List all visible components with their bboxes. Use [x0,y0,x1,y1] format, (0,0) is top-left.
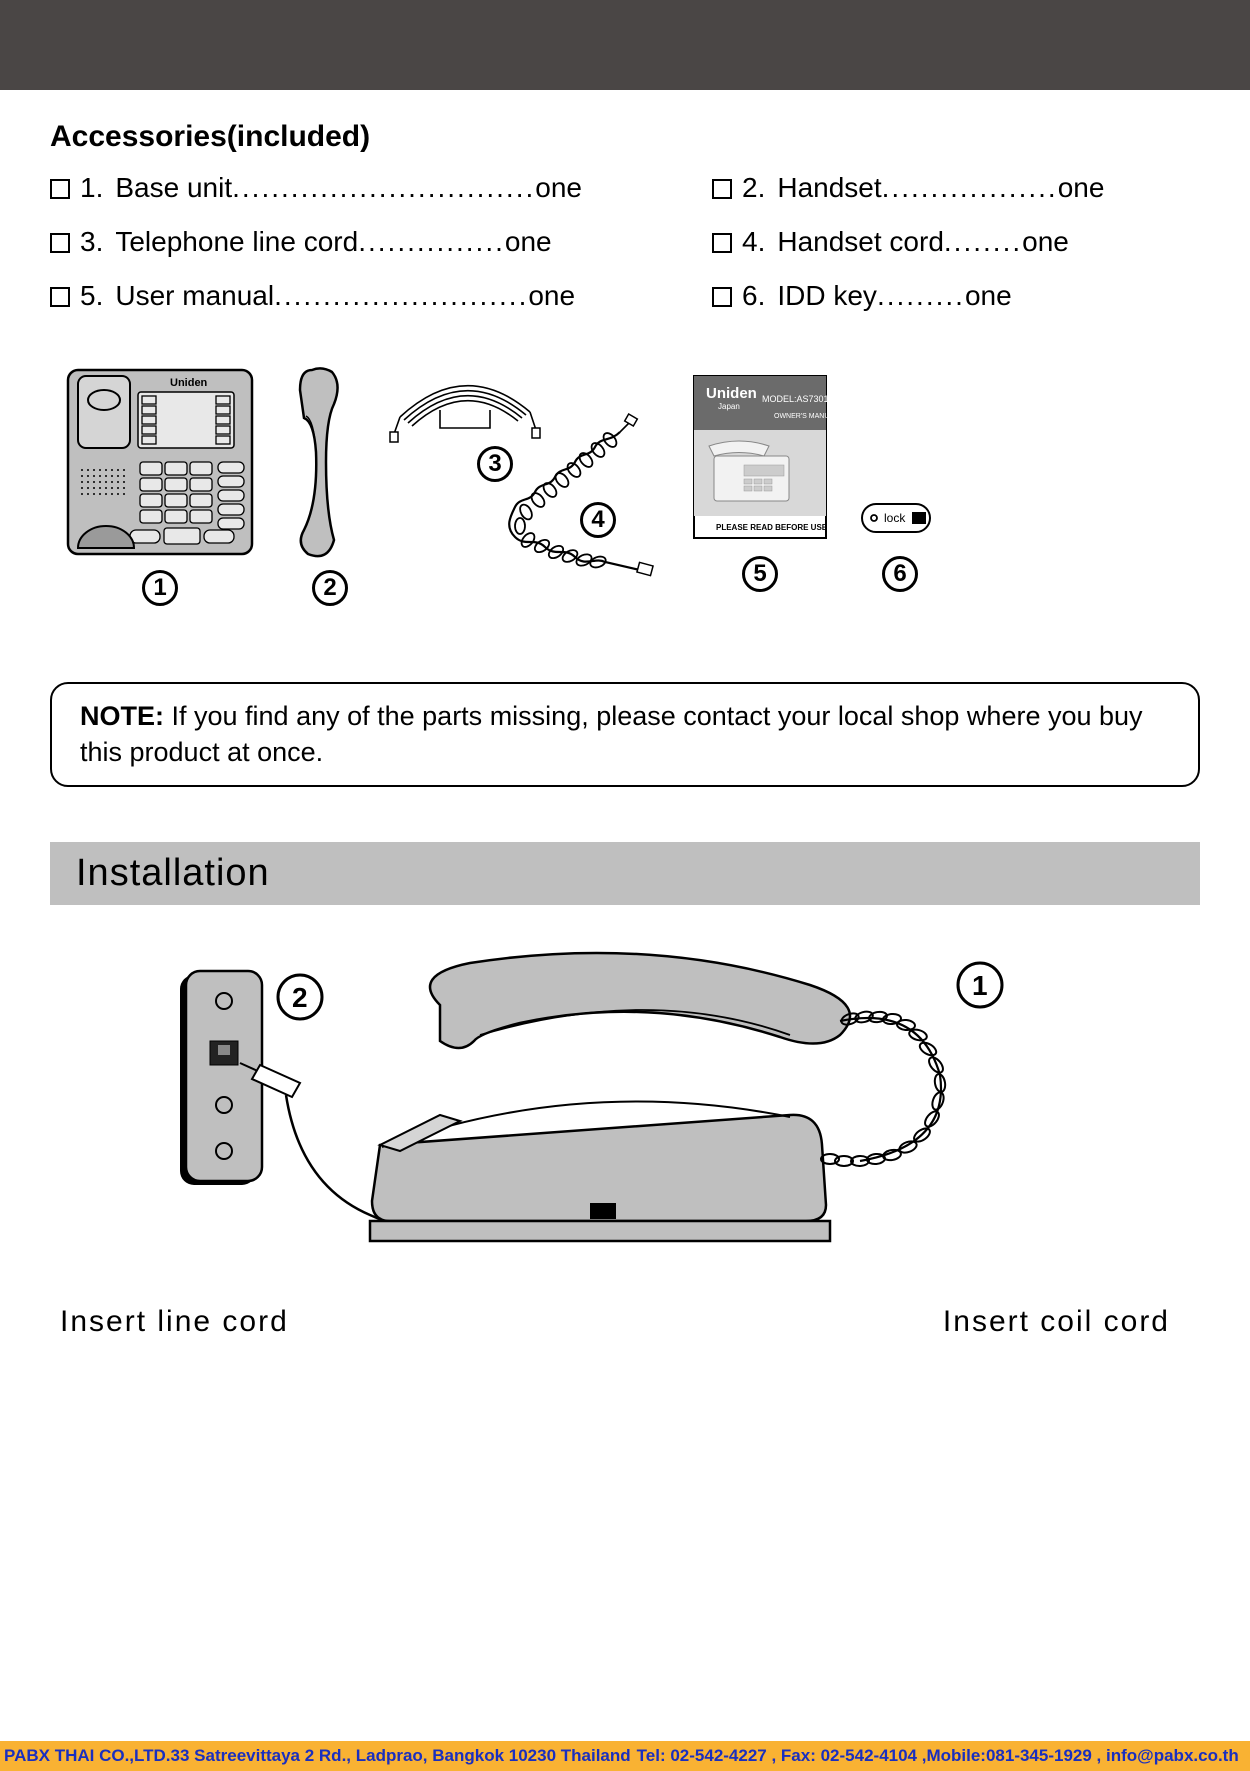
item-qty: one [1058,172,1105,204]
diagram-number-4: 4 [580,502,616,538]
dots: .......................... [274,280,528,312]
item-label: User manual [115,280,274,312]
svg-text:PLEASE READ BEFORE USE: PLEASE READ BEFORE USE [716,523,828,532]
svg-text:MODEL:AS7301: MODEL:AS7301 [762,394,829,404]
dots: ......... [877,280,965,312]
manual-diagram: Uniden Japan MODEL:AS7301 OWNER'S MANUAL… [690,372,830,592]
base-unit-icon: Uniden [60,362,260,562]
installation-icon: 2 [150,945,1050,1275]
note-box: NOTE: If you find any of the parts missi… [50,682,1200,787]
svg-text:OWNER'S MANUAL: OWNER'S MANUAL [774,413,830,420]
note-label: NOTE: [80,701,164,731]
dots: ............................... [232,172,535,204]
accessory-item: 3. Telephone line cord ............... o… [50,226,582,258]
installation-labels: Insert line cord Insert coil cord [50,1305,1200,1339]
footer-contact: Tel: 02-542-4227 , Fax: 02-542-4104 ,Mob… [637,1746,1239,1766]
accessories-list: 1. Base unit ...........................… [50,172,1200,312]
item-number: 2. [742,172,765,204]
installation-title: Installation [50,842,1200,905]
svg-text:lock: lock [884,511,906,525]
item-label: Base unit [115,172,232,204]
page-footer: PABX THAI CO.,LTD.33 Satreevittaya 2 Rd.… [0,1741,1250,1771]
item-qty: one [505,226,552,258]
checkbox-icon [50,179,70,199]
idd-key-diagram: lock 6 [860,502,940,592]
checkbox-icon [50,233,70,253]
svg-text:1: 1 [972,970,988,1001]
footer-address: PABX THAI CO.,LTD.33 Satreevittaya 2 Rd.… [4,1746,631,1766]
manual-icon: Uniden Japan MODEL:AS7301 OWNER'S MANUAL… [690,372,830,542]
item-number: 5. [80,280,103,312]
insert-coil-cord-label: Insert coil cord [943,1305,1170,1339]
item-number: 4. [742,226,765,258]
item-qty: one [1022,226,1069,258]
checkbox-icon [712,233,732,253]
accessory-item: 2. Handset .................. one [712,172,1200,204]
diagram-number-5: 5 [742,556,778,592]
svg-text:2: 2 [292,982,308,1013]
dots: ............... [358,226,505,258]
item-qty: one [965,280,1012,312]
top-bar [0,0,1250,90]
handset-icon [290,362,350,562]
accessory-item: 6. IDD key ......... one [712,280,1200,312]
diagram-number-6: 6 [882,556,918,592]
accessory-item: 1. Base unit ...........................… [50,172,582,204]
svg-text:Japan: Japan [718,402,740,411]
item-number: 3. [80,226,103,258]
item-label: IDD key [777,280,877,312]
diagram-number-2: 2 [312,570,348,606]
svg-text:Uniden: Uniden [170,377,208,389]
base-unit-diagram: Uniden [60,362,260,606]
insert-line-cord-label: Insert line cord [60,1305,289,1339]
item-label: Telephone line cord [115,226,358,258]
coil-cord-diagram: 4 [500,412,670,582]
item-label: Handset [777,172,881,204]
item-number: 6. [742,280,765,312]
checkbox-icon [712,179,732,199]
installation-diagram: 2 [150,945,1160,1275]
accessory-item: 5. User manual .........................… [50,280,582,312]
handset-diagram: 2 [290,362,370,606]
accessories-title: Accessories(included) [50,120,1200,154]
item-qty: one [535,172,582,204]
diagram-number-1: 1 [142,570,178,606]
dots: .................. [882,172,1058,204]
accessory-diagrams: Uniden [50,362,1200,622]
item-qty: one [528,280,575,312]
accessory-item: 4. Handset cord ........ one [712,226,1200,258]
item-number: 1. [80,172,103,204]
page-content: Accessories(included) 1. Base unit .....… [0,90,1250,1339]
note-text: If you find any of the parts missing, pl… [80,701,1143,767]
svg-text:Uniden: Uniden [706,385,757,402]
checkbox-icon [50,287,70,307]
idd-key-icon: lock [860,502,932,534]
dots: ........ [944,226,1022,258]
checkbox-icon [712,287,732,307]
item-label: Handset cord [777,226,944,258]
coil-cord-icon [500,412,670,582]
